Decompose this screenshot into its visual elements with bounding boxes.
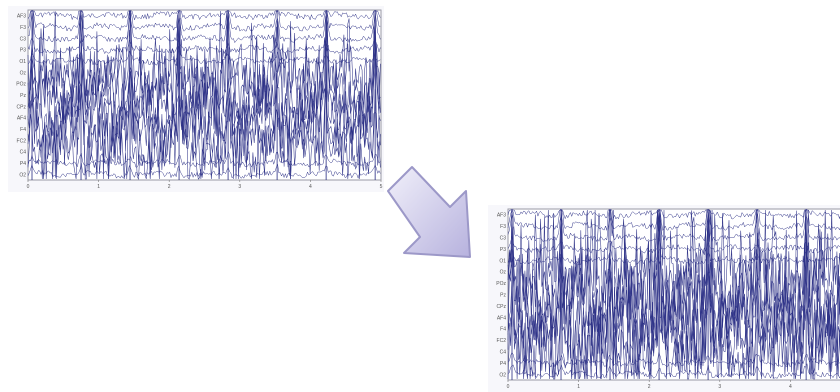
eeg-trace [27,162,381,180]
channel-label: P4 [500,361,506,367]
channel-label: P3 [500,247,506,253]
channel-label: Pz [500,293,506,299]
eeg-trace [507,211,840,243]
eeg-plot-result: AF3 F3 C3 P3 O1 Oz POz Pz CPz AF4 F4 FC2 C4 P4 O20 1 2 3 4… [496,208,840,390]
channel-label: C4 [20,150,27,156]
channel-label: AF4 [17,116,26,122]
channel-label: POz [496,281,506,287]
eeg-plot-original: AF3 F3 C3 P3 O1 Oz POz Pz CPz AF4 F4 FC2 C4 P4 O20 1 2 3 4… [16,9,383,190]
eeg-trace [27,150,381,168]
time-tick-label: 4 [789,384,792,390]
eeg-trace [27,10,381,180]
eeg-trace [27,10,381,180]
eeg-trace [27,68,381,180]
arrow-down-right-icon [387,166,471,258]
channel-label: AF4 [497,315,506,321]
eeg-trace [507,236,840,255]
channel-label: Oz [500,270,507,276]
channel-label: O2 [499,372,506,378]
time-tick-label: 0 [507,384,510,390]
time-tick-label: 1 [97,184,100,190]
channel-label: O2 [19,172,26,178]
eeg-trace [507,209,840,380]
time-tick-label: 4 [309,184,312,190]
channel-label: C3 [500,236,507,242]
eeg-trace [507,209,840,220]
channel-label: O1 [19,59,26,65]
channel-label: FC2 [17,138,27,144]
channel-label: POz [16,82,26,88]
channel-label: C3 [20,36,27,42]
channel-label: Pz [20,93,26,99]
eeg-trace [507,209,840,380]
eeg-trace [27,11,381,44]
channel-label: P3 [20,48,26,54]
channel-label: F3 [20,25,26,31]
time-tick-label: 3 [718,384,721,390]
channel-label: C4 [500,350,507,356]
time-tick-label: 0 [27,184,30,190]
eeg-trace [507,351,840,368]
channel-label: FC2 [497,338,507,344]
eeg-trace [507,209,840,380]
eeg-panel-original: AF3 F3 C3 P3 O1 Oz POz Pz CPz AF4 F4 FC2 C4 P4 O2 0 1 2 3 4… [8,6,384,192]
channel-label: O1 [499,258,506,264]
eeg-trace [507,209,840,232]
eeg-trace [507,248,840,265]
channel-label: F3 [500,224,506,230]
eeg-panel-result: AF3 F3 C3 P3 O1 Oz POz Pz CPz AF4 F4 FC2 C4 P4 O2 0 1 2 3 4… [488,205,840,392]
eeg-trace [27,37,381,55]
channel-label: F4 [500,327,506,333]
channel-label: AF3 [17,14,26,20]
channel-label: F4 [20,127,26,133]
time-tick-label: 5 [380,184,383,190]
channel-label: Oz [20,70,27,76]
eeg-trace [507,362,840,379]
channel-label: CPz [17,104,27,110]
time-tick-label: 2 [648,384,651,390]
channel-label: AF3 [497,213,506,219]
eeg-trace [27,10,381,32]
eeg-trace [27,49,381,66]
eeg-trace [27,10,381,21]
time-tick-label: 2 [168,184,171,190]
channel-label: CPz [497,304,507,310]
time-tick-label: 1 [577,384,580,390]
time-tick-label: 3 [238,184,241,190]
channel-label: P4 [20,161,26,167]
